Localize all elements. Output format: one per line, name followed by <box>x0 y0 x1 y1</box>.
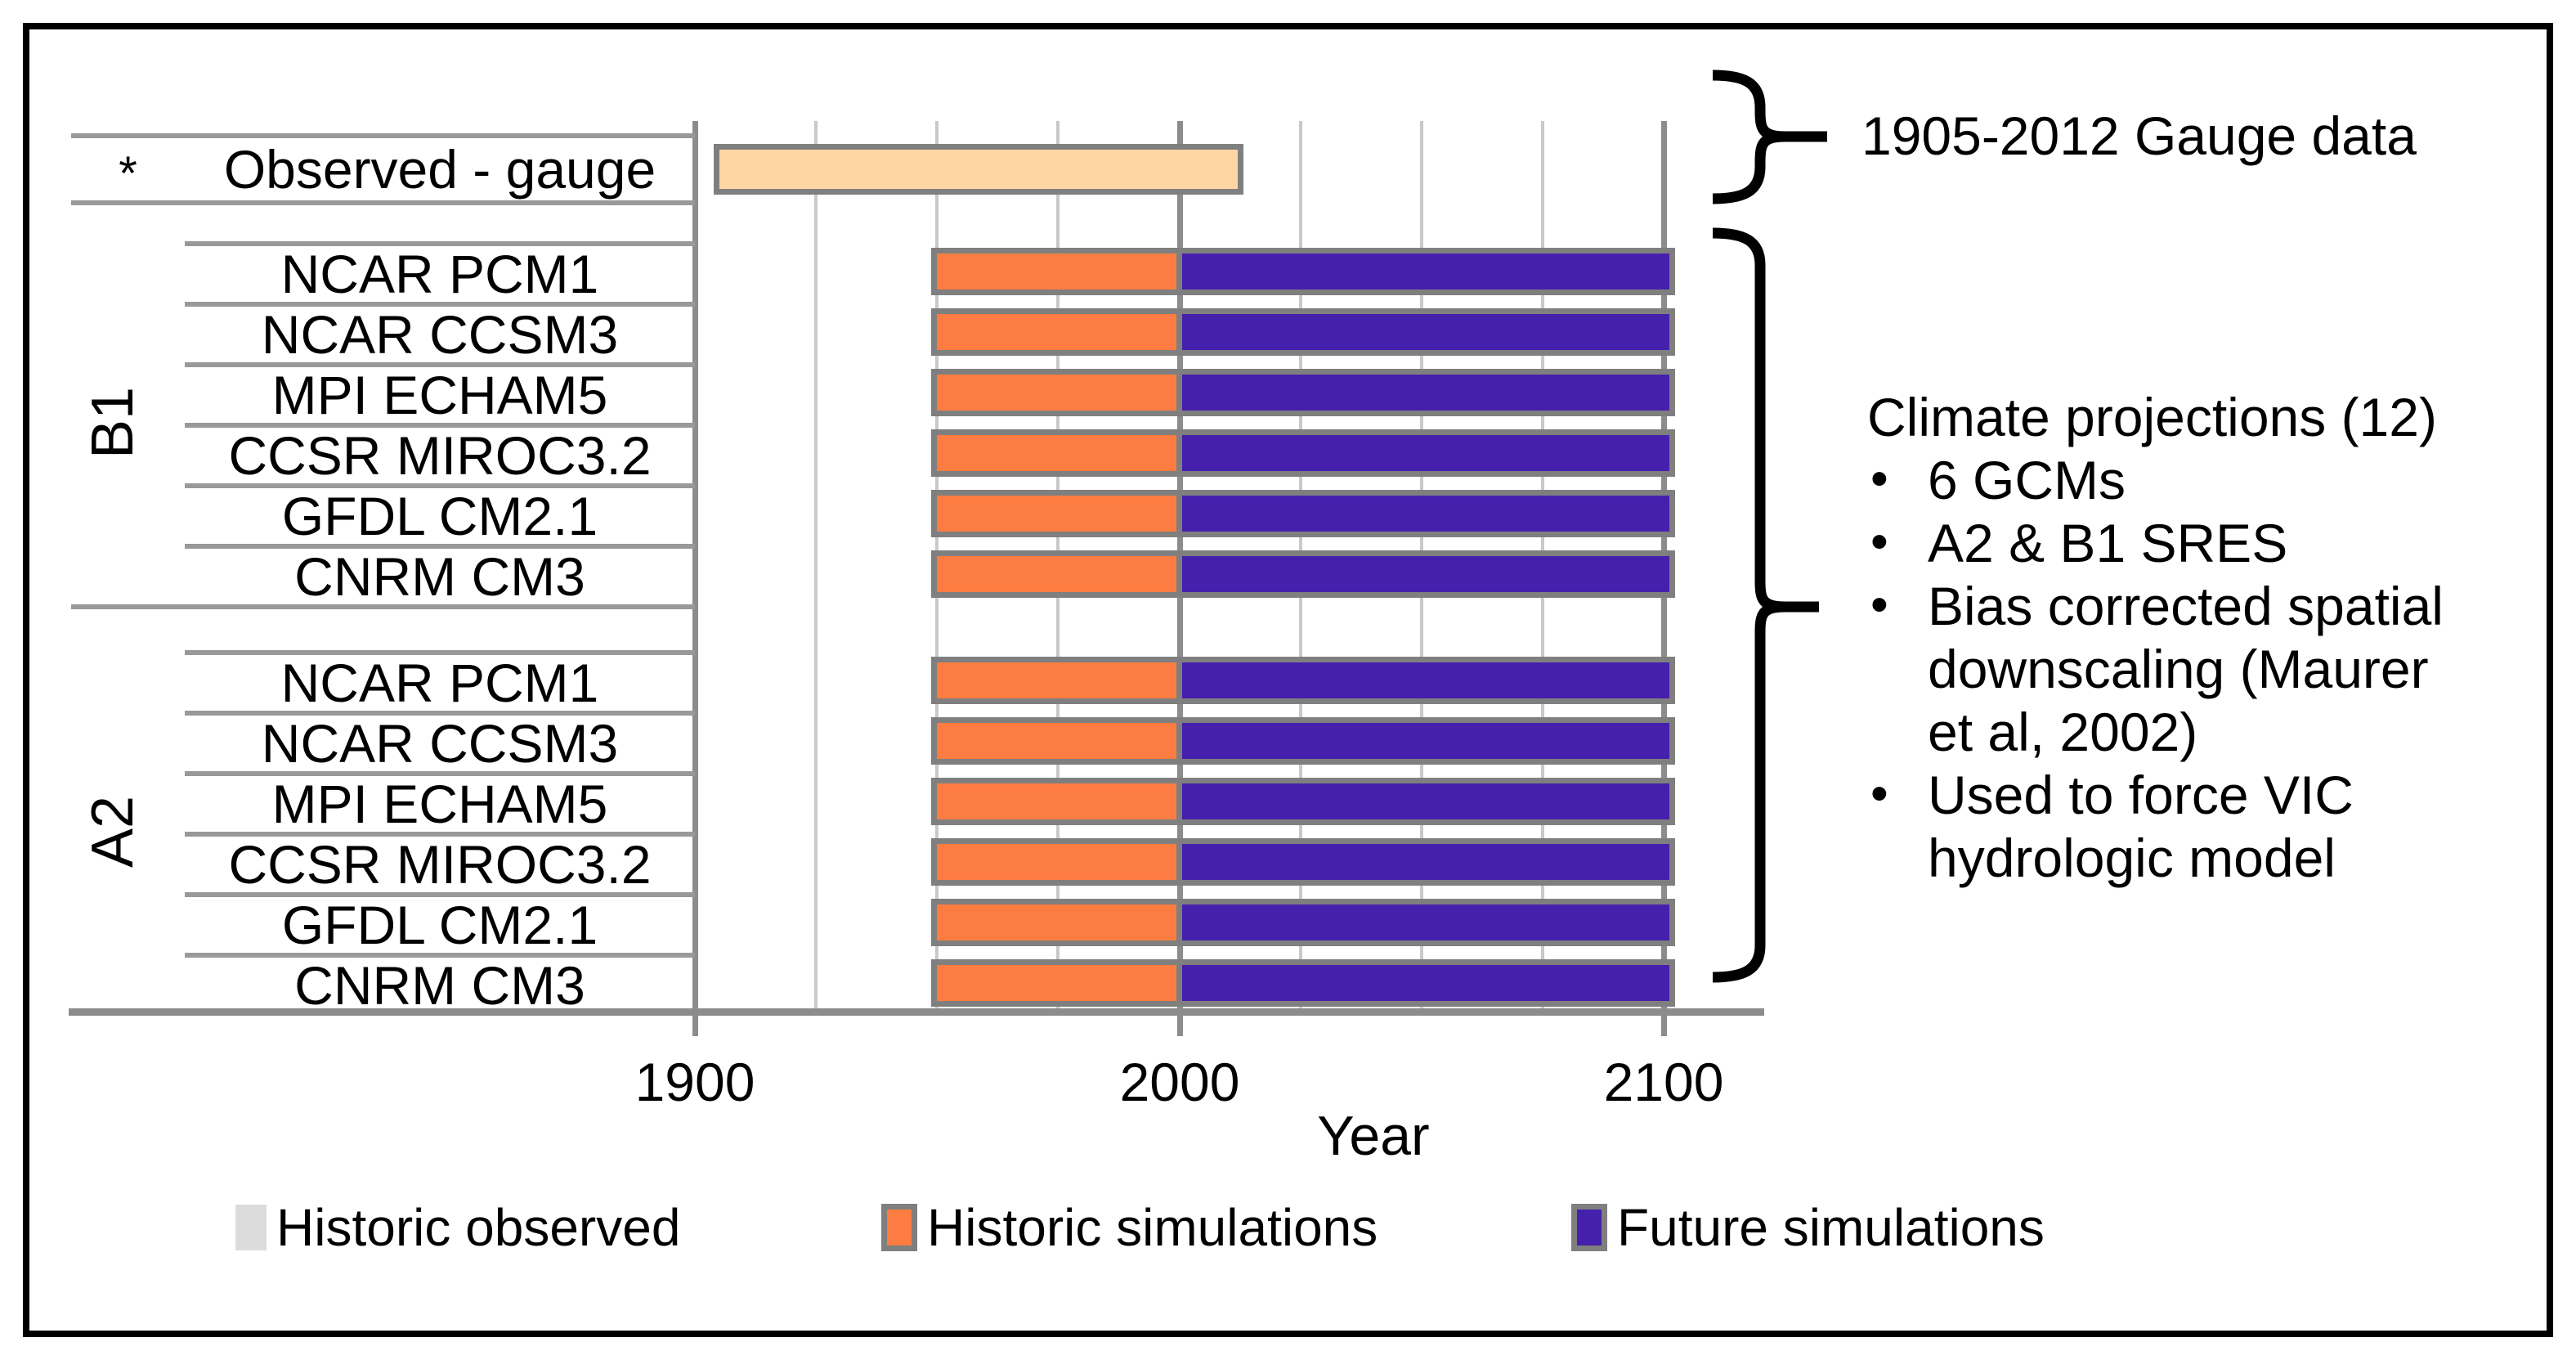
model-row-label: NCAR CCSM3 <box>261 713 619 774</box>
bar-future-segment <box>1182 375 1669 411</box>
legend-swatch <box>881 1204 917 1251</box>
x-axis-title: Year <box>1317 1105 1430 1167</box>
row-separator <box>185 362 695 367</box>
row-separator <box>185 544 695 549</box>
model-row-label: CNRM CM3 <box>294 546 585 607</box>
projections-heading: Climate projections (12) <box>1867 387 2437 447</box>
bullet-item: 6 GCMs <box>1867 447 2451 512</box>
bar-historic-segment <box>937 496 1176 532</box>
model-bar <box>931 717 1675 765</box>
row-separator <box>185 302 695 307</box>
bar-future-segment <box>1182 723 1669 759</box>
row-separator <box>185 423 695 428</box>
bar-historic-segment <box>937 254 1176 290</box>
projections-brace <box>1712 227 1819 983</box>
model-bar <box>931 959 1675 1007</box>
bar-future-segment <box>1182 496 1669 532</box>
model-bar <box>931 778 1675 825</box>
axis-tick <box>1661 1016 1667 1036</box>
bullet-item: A2 & B1 SRES <box>1867 510 2451 575</box>
model-row-label: CCSR MIROC3.2 <box>228 834 652 895</box>
legend-label: Historic simulations <box>927 1198 1378 1257</box>
legend-item: Historic simulations <box>881 1198 1378 1257</box>
axis-tick <box>1177 1016 1183 1036</box>
legend-label: Future simulations <box>1617 1198 2045 1257</box>
model-row-label: CNRM CM3 <box>294 955 585 1016</box>
axis-tick-label: 2100 <box>1603 1052 1724 1112</box>
model-bar <box>931 248 1675 295</box>
bar-historic-segment <box>937 844 1176 880</box>
model-bar <box>931 838 1675 886</box>
projections-note: Climate projections (12) 6 GCMsA2 & B1 S… <box>1867 386 2505 890</box>
row-separator <box>185 483 695 488</box>
bar-future-segment <box>1182 783 1669 819</box>
model-row-label: GFDL CM2.1 <box>281 895 598 955</box>
bullet-item: Bias corrected spatial downscaling (Maur… <box>1867 573 2451 764</box>
row-separator <box>185 650 695 655</box>
row-separator <box>185 832 695 837</box>
observed-row-marker: * <box>119 146 137 200</box>
gridline-major <box>692 121 698 1008</box>
gridline-minor <box>814 121 818 1008</box>
bar-historic-segment <box>937 435 1176 471</box>
model-row-label: CCSR MIROC3.2 <box>228 425 652 486</box>
gauge-brace <box>1712 70 1827 204</box>
axis-tick-label: 1900 <box>634 1052 755 1112</box>
row-separator <box>71 133 695 138</box>
model-row-label: NCAR CCSM3 <box>261 304 619 365</box>
bar-historic-segment <box>937 783 1176 819</box>
bar-historic-segment <box>937 375 1176 411</box>
bar-historic-segment <box>937 904 1176 940</box>
model-row-label: GFDL CM2.1 <box>281 486 598 546</box>
bar-historic-segment <box>937 556 1176 592</box>
bar-future-segment <box>1182 314 1669 350</box>
observed-bar-fill <box>719 150 1238 189</box>
group-separator <box>71 604 695 609</box>
gauge-data-note: 1905-2012 Gauge data <box>1861 105 2417 166</box>
bullet-item: Used to force VIC hydrologic model <box>1867 762 2451 890</box>
model-bar <box>931 657 1675 704</box>
observed-bar <box>714 144 1243 195</box>
row-separator <box>185 953 695 958</box>
bar-historic-segment <box>937 314 1176 350</box>
bar-future-segment <box>1182 254 1669 290</box>
model-row-label: MPI ECHAM5 <box>271 774 608 834</box>
model-bar <box>931 550 1675 598</box>
observed-row-label: Observed - gauge <box>223 139 656 200</box>
model-row-label: NCAR PCM1 <box>280 244 599 304</box>
bar-future-segment <box>1182 844 1669 880</box>
model-bar <box>931 429 1675 477</box>
bar-future-segment <box>1182 662 1669 698</box>
model-bar <box>931 308 1675 356</box>
bar-historic-segment <box>937 723 1176 759</box>
legend-item: Future simulations <box>1571 1198 2045 1257</box>
model-row-label: MPI ECHAM5 <box>271 365 608 425</box>
legend-swatch <box>235 1205 267 1250</box>
bar-historic-segment <box>937 965 1176 1001</box>
row-separator <box>185 771 695 776</box>
axis-tick-label: 2000 <box>1119 1052 1240 1112</box>
row-separator <box>185 241 695 246</box>
model-bar <box>931 899 1675 946</box>
model-row-label: NCAR PCM1 <box>280 653 599 713</box>
model-bar <box>931 490 1675 537</box>
projections-bullet-list: 6 GCMsA2 & B1 SRESBias corrected spatial… <box>1867 447 2505 890</box>
legend-label: Historic observed <box>276 1198 681 1257</box>
legend-swatch <box>1571 1204 1607 1251</box>
figure-frame <box>23 23 2553 1337</box>
bar-future-segment <box>1182 556 1669 592</box>
axis-tick <box>692 1016 698 1036</box>
row-separator <box>185 711 695 716</box>
row-separator <box>185 892 695 897</box>
bar-historic-segment <box>937 662 1176 698</box>
bar-future-segment <box>1182 435 1669 471</box>
x-axis-line <box>69 1008 1764 1016</box>
bar-future-segment <box>1182 904 1669 940</box>
model-bar <box>931 369 1675 416</box>
bar-future-segment <box>1182 965 1669 1001</box>
row-separator <box>71 200 695 205</box>
legend-item: Historic observed <box>235 1198 680 1257</box>
